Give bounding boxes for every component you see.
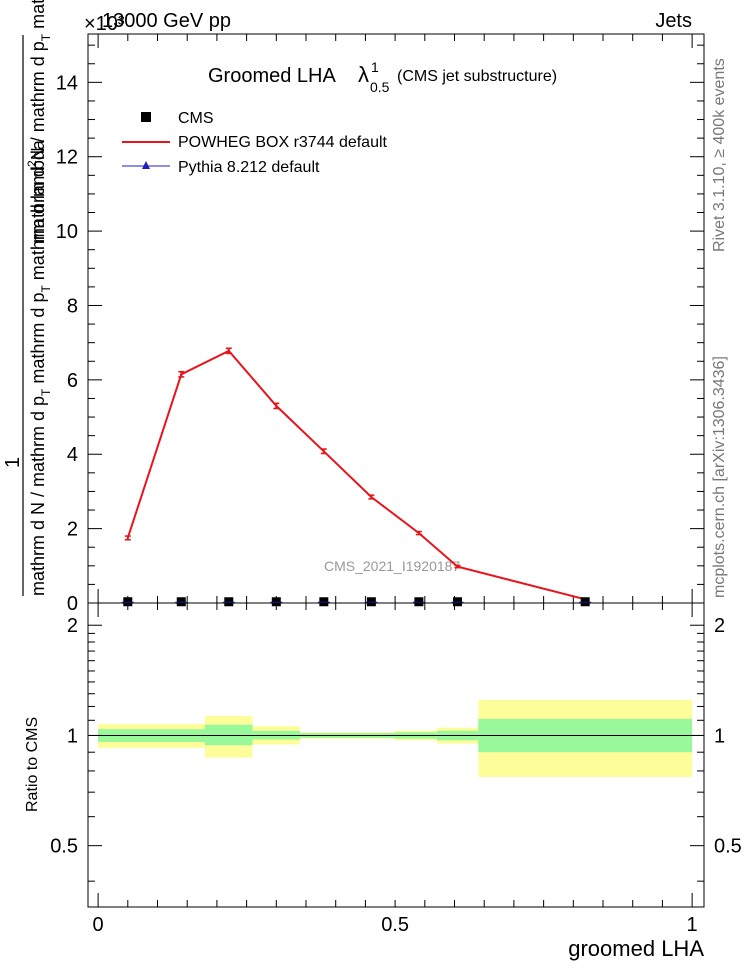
ratio-y-tick-label: 1 (67, 725, 78, 747)
ratio-y-tick-label-right: 1 (714, 725, 725, 747)
ratio-y-tick-label: 0.5 (50, 836, 78, 858)
main-series (121, 347, 592, 607)
legend-pythia-label: Pythia 8.212 default (178, 159, 320, 176)
watermark: CMS_2021_I1920187 (324, 558, 460, 574)
ratio-y-axis-label: Ratio to CMS (24, 717, 41, 812)
ratio-bands (98, 699, 693, 778)
ratio-panel-frame (87, 602, 705, 908)
y-tick-label: 12 (56, 147, 78, 169)
ratio-axis-ticks: 0.5 0.5 1 1 2 2 0 0.5 1 (50, 603, 742, 936)
legend-powheg-label: POWHEG BOX r3744 default (178, 134, 388, 151)
x-axis-label: groomed LHA (568, 936, 704, 961)
mcplots-side-label: mcplots.cern.ch [arXiv:1306.3436] (711, 356, 728, 598)
y-tick-label: 2 (67, 519, 78, 541)
title-note: (CMS jet substructure) (397, 68, 557, 85)
title-lambda: λ (358, 62, 369, 87)
process-label: Jets (655, 10, 692, 32)
ylabel-numerator: mathrm d2N / mathrm d pT mathrm d lambda (25, 0, 53, 243)
rivet-side-label: Rivet 3.1.10, ≥ 400k events (711, 58, 728, 252)
y-tick-label: 6 (67, 370, 78, 392)
legend-cms-label: CMS (178, 110, 214, 127)
legend-pythia-marker (142, 161, 150, 169)
y-tick-label: 0 (67, 593, 78, 615)
title-lambda-sup: 1 (371, 59, 379, 75)
energy-label: 13000 GeV pp (102, 10, 231, 32)
ylabel-top: 1 (2, 457, 24, 468)
ratio-y-tick-label: 2 (67, 615, 78, 637)
x-tick-label: 0 (93, 914, 104, 936)
y-tick-label: 14 (56, 72, 78, 94)
ratio-y-tick-label-right: 2 (714, 615, 725, 637)
title-text: Groomed LHA (208, 65, 336, 87)
x-tick-label: 0.5 (381, 914, 409, 936)
main-y-axis-label: 1 mathrm d2N / mathrm d pT mathrm d lamb… (2, 0, 53, 596)
legend-cms-marker (141, 112, 151, 122)
ratio-y-tick-label-right: 0.5 (714, 836, 742, 858)
legend: CMS POWHEG BOX r3744 default Pythia 8.21… (122, 110, 388, 176)
y-tick-label: 10 (56, 221, 78, 243)
y-tick-label: 4 (67, 444, 78, 466)
title-lambda-sub: 0.5 (370, 79, 390, 95)
main-title: Groomed LHA λ 1 0.5 (CMS jet substructur… (208, 59, 557, 95)
main-axis-ticks: 0 2 4 6 8 10 12 14 (56, 34, 704, 615)
x-tick-label: 1 (687, 914, 698, 936)
y-tick-label: 8 (67, 295, 78, 317)
ylabel-denominator: mathrm d N / mathrm d pT mathrm d pT mat… (28, 139, 53, 596)
exponent-label: ×10³ (84, 13, 125, 35)
